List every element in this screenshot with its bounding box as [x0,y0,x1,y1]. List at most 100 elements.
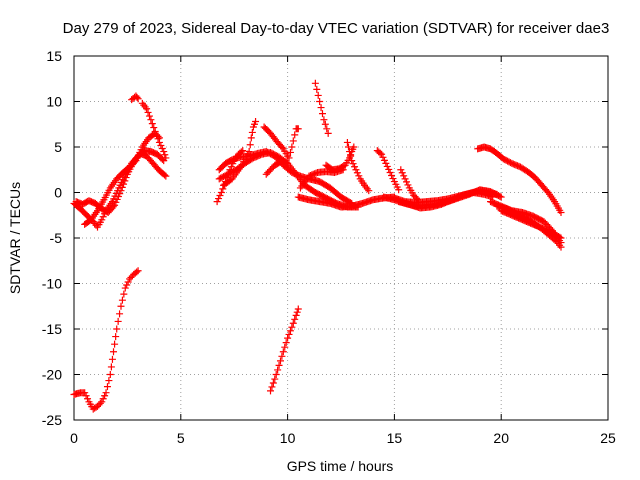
data-point [278,352,286,360]
series-arc-11 [262,125,302,178]
data-point [401,175,409,183]
data-point [246,141,254,149]
data-point [155,138,163,146]
series-arc-8 [215,148,356,207]
data-point [268,383,276,391]
data-point [403,178,411,186]
data-point [247,134,255,142]
data-point [161,151,169,159]
data-point [81,389,89,397]
data-point [99,395,107,403]
y-axis-label: SDTVAR / TECUs [7,182,23,294]
series-arc-16 [343,138,373,195]
data-point [252,118,260,126]
data-point [365,187,373,195]
x-tick-label: 0 [70,430,78,446]
y-tick-label: -5 [50,230,63,246]
series-arc-10 [220,118,260,189]
data-point [248,128,256,136]
data-point [275,361,283,369]
data-point [269,379,277,387]
data-point [123,281,131,289]
data-point [134,95,142,103]
data-point [314,91,322,99]
data-point [320,116,328,124]
data-point [294,125,302,133]
data-point [160,148,168,156]
data-point [111,340,119,348]
data-point [404,181,412,189]
data-point [215,195,223,203]
data-point [285,330,293,338]
data-point [382,159,390,167]
data-point [349,160,357,168]
data-point [282,339,290,347]
y-tick-label: -20 [42,367,62,383]
data-point [101,392,109,400]
data-point [288,323,296,331]
data-point [154,135,162,143]
x-tick-label: 15 [387,430,403,446]
y-tick-label: -15 [42,321,62,337]
data-point [109,203,117,211]
x-tick-label: 20 [493,430,509,446]
data-point [376,149,384,157]
data-point [311,79,319,87]
data-point [272,371,280,378]
data-point [385,165,393,173]
data-point [227,163,235,171]
data-point [118,183,126,191]
data-point [98,398,106,406]
data-point [267,387,275,395]
data-point [389,175,397,183]
data-point [397,166,405,174]
axis-ticks [73,55,609,421]
data-point [398,169,406,177]
data-point [353,169,361,177]
chart-title: Day 279 of 2023, Sidereal Day-to-day VTE… [63,20,610,37]
series-arc-6 [138,99,170,162]
data-point [352,166,360,174]
data-point [294,305,302,313]
data-point [289,137,297,145]
data-point [400,172,408,180]
data-point [144,108,152,116]
data-point [124,278,132,286]
data-point [237,148,245,156]
data-point [117,302,125,310]
data-point [122,174,130,182]
data-point [143,105,151,113]
series-arc-24 [474,143,565,217]
y-tick-labels: 15 10 5 0 -5 -10 -15 -20 -25 [42,48,62,428]
data-point [279,348,287,356]
data-point [347,152,355,160]
data-point [216,192,224,200]
data-point [120,290,128,298]
data-point [157,141,165,149]
data-point [121,284,129,292]
series-arc-1 [70,267,142,413]
data-point [343,138,351,146]
data-point [106,371,114,378]
data-point [113,325,121,333]
data-point [108,355,116,363]
data-point [313,85,321,93]
data-point [324,129,332,137]
data-point [291,131,299,139]
y-tick-label: 10 [46,94,62,110]
data-point [339,166,347,174]
data-point [162,172,170,180]
data-point [110,348,118,356]
series-arc-23 [395,189,497,212]
data-point [153,131,161,139]
data-point [293,308,301,316]
x-tick-label: 5 [177,430,185,446]
data-point [213,198,221,206]
series-arc-3 [72,149,170,217]
data-point [133,93,141,101]
data-point [161,171,169,179]
y-tick-label: 0 [54,185,62,201]
x-tick-label: 10 [280,430,296,446]
data-point [281,343,289,351]
data-point [388,172,396,180]
